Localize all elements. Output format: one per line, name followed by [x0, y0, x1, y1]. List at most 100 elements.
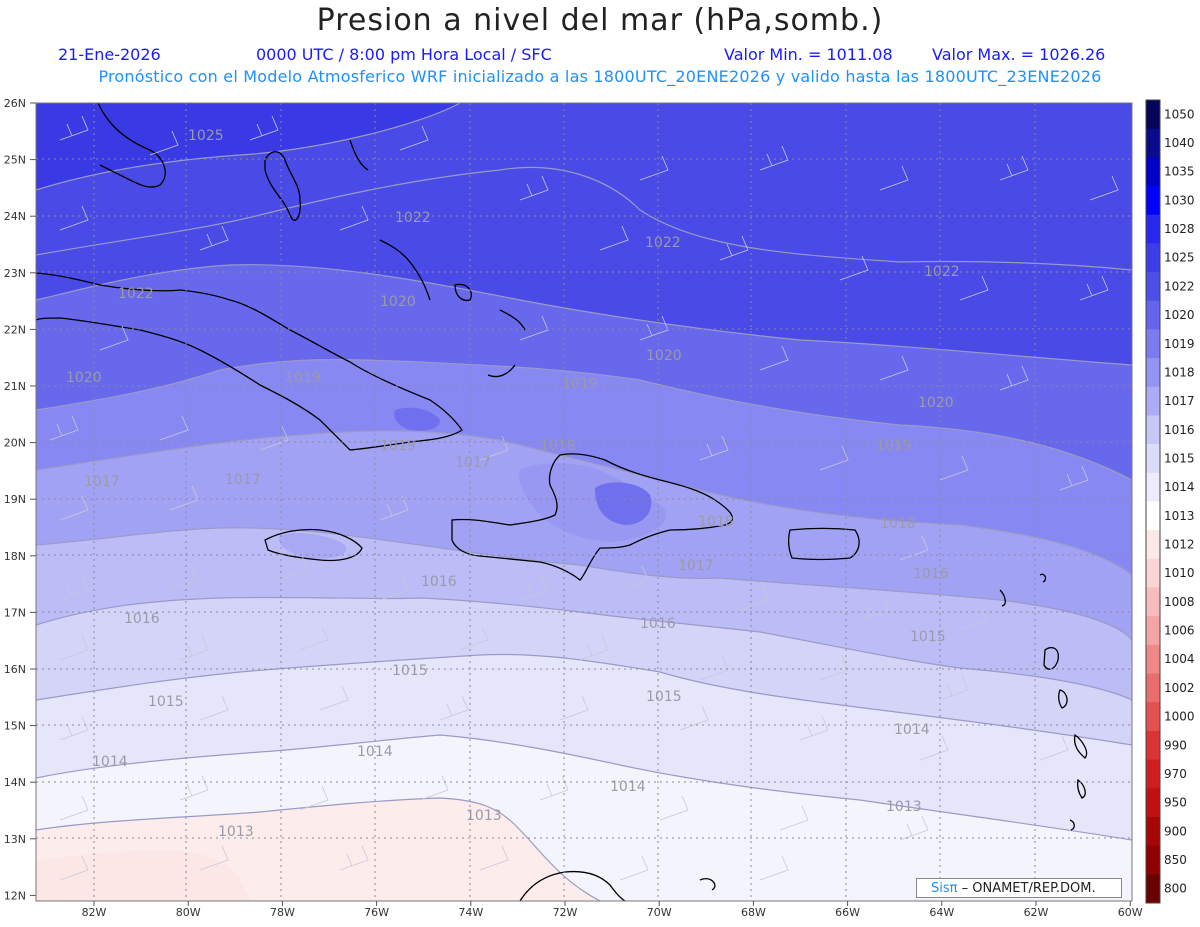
- colorbar-label: 1025: [1164, 251, 1195, 265]
- contour-label: 1017: [455, 455, 491, 471]
- isobar-lines: [36, 103, 1132, 901]
- colorbar: 1050 1040 1035 1030 1028 1025 1022 1020 1019 1018…: [1145, 99, 1195, 904]
- longitude-label: 68W: [741, 906, 766, 919]
- latitude-label: 22N: [4, 323, 26, 336]
- colorbar-swatch: [1146, 272, 1160, 302]
- pressure-fill: [36, 103, 1132, 901]
- wind-barbs: [49, 115, 1119, 881]
- colorbar-label: 1000: [1164, 710, 1195, 724]
- colorbar-swatch: [1146, 157, 1160, 187]
- credit-brand: Sisπ: [931, 881, 958, 896]
- colorbar-swatch: [1146, 100, 1160, 130]
- latitude-labels: 26N 25N 24N 23N 22N 21N 20N 19N 18N 17N 16N 15N 14N 1…: [4, 97, 36, 902]
- forecast-subtitle: Pronóstico con el Modelo Atmosferico WRF…: [98, 67, 1102, 86]
- colorbar-label: 1019: [1164, 337, 1195, 351]
- longitude-label: 80W: [176, 906, 201, 919]
- latitude-label: 12N: [4, 889, 26, 902]
- contour-label: 1016: [421, 574, 457, 590]
- colorbar-frame: [1145, 99, 1161, 904]
- latitude-label: 17N: [4, 606, 26, 619]
- colorbar-swatch: [1146, 214, 1160, 244]
- colorbar-label: 1050: [1164, 107, 1195, 121]
- colorbar-swatch: [1146, 243, 1160, 273]
- contour-label: 1022: [118, 286, 154, 302]
- colorbar-label: 1013: [1164, 509, 1195, 523]
- contour-label: 1015: [910, 629, 946, 645]
- colorbar-label: 1028: [1164, 222, 1195, 236]
- colorbar-swatch: [1146, 788, 1160, 818]
- colorbar-label: 800: [1164, 882, 1187, 896]
- longitude-label: 78W: [270, 906, 295, 919]
- colorbar-label: 1017: [1164, 394, 1195, 408]
- colorbar-label: 1014: [1164, 480, 1195, 494]
- colorbar-swatch: [1146, 358, 1160, 388]
- contour-label: 1019: [380, 438, 416, 454]
- colorbar-swatch: [1146, 128, 1160, 158]
- contour-label: 1020: [646, 348, 682, 364]
- longitude-label: 60W: [1118, 906, 1143, 919]
- latitude-label: 16N: [4, 663, 26, 676]
- latitude-label: 26N: [4, 97, 26, 110]
- latitude-label: 15N: [4, 720, 26, 733]
- coastlines: [36, 103, 1088, 901]
- contour-labels: 1025 1022 1022 1022 1022 1020 1020 1020 …: [66, 128, 960, 840]
- longitude-label: 62W: [1024, 906, 1049, 919]
- colorbar-label: 1022: [1164, 279, 1195, 293]
- colorbar-swatch: [1146, 644, 1160, 675]
- colorbar-label: 1010: [1164, 566, 1195, 580]
- credit-agency: – ONAMET/REP.DOM.: [957, 881, 1096, 896]
- latitude-label: 24N: [4, 210, 26, 223]
- contour-label: 1015: [646, 689, 682, 705]
- longitude-label: 74W: [458, 906, 483, 919]
- colorbar-swatch: [1146, 874, 1160, 904]
- colorbar-label: 970: [1164, 767, 1187, 781]
- map-frame: [35, 102, 1133, 902]
- colorbar-swatch: [1146, 444, 1160, 474]
- contour-label: 1015: [392, 663, 428, 679]
- latitude-label: 19N: [4, 493, 26, 506]
- graticule: [36, 103, 1132, 901]
- colorbar-label: 1004: [1164, 652, 1195, 666]
- contour-label: 1020: [66, 370, 102, 386]
- latitude-label: 25N: [4, 154, 26, 167]
- pressure-map: 1025 1022 1022 1022 1022 1020 1020 1020 …: [4, 97, 1195, 919]
- colorbar-swatch: [1146, 501, 1160, 531]
- colorbar-swatch: [1146, 616, 1160, 646]
- colorbar-label: 1020: [1164, 308, 1195, 322]
- latitude-label: 13N: [4, 833, 26, 846]
- colorbar-label: 1035: [1164, 165, 1195, 179]
- latitude-label: 20N: [4, 437, 26, 450]
- colorbar-swatch: [1146, 472, 1160, 502]
- colorbar-swatch: [1146, 845, 1160, 875]
- max-value-label: Valor Max. = 1026.26: [932, 45, 1106, 64]
- contour-label: 1015: [148, 694, 184, 710]
- contour-label: 1013: [886, 799, 922, 815]
- colorbar-swatch: [1146, 300, 1160, 330]
- colorbar-swatch: [1146, 186, 1160, 216]
- contour-label: 1019: [285, 370, 321, 386]
- colorbar-swatch: [1146, 673, 1160, 703]
- colorbar-label: 1002: [1164, 681, 1195, 695]
- contour-label: 1014: [357, 744, 393, 760]
- contour-label: 1019: [876, 438, 912, 454]
- longitude-label: 70W: [647, 906, 672, 919]
- min-value-label: Valor Min. = 1011.08: [724, 45, 893, 64]
- colorbar-label: 850: [1164, 853, 1187, 867]
- contour-label: 1022: [924, 264, 960, 280]
- contour-label: 1016: [124, 611, 160, 627]
- latitude-label: 23N: [4, 267, 26, 280]
- colorbar-swatch: [1146, 730, 1160, 761]
- contour-label: 1014: [610, 779, 646, 795]
- colorbar-label: 900: [1164, 824, 1187, 838]
- contour-label: 1013: [218, 824, 254, 840]
- contour-label: 1022: [395, 210, 431, 226]
- latitude-label: 14N: [4, 776, 26, 789]
- contour-label: 1014: [92, 754, 128, 770]
- colorbar-swatch: [1146, 587, 1160, 617]
- contour-label: 1014: [894, 722, 930, 738]
- colorbar-label: 1018: [1164, 365, 1195, 379]
- contour-label: 1020: [918, 395, 954, 411]
- contour-label: 1018: [880, 516, 916, 532]
- credit-box: Sisπ – ONAMET/REP.DOM.: [916, 878, 1122, 898]
- contour-label: 1019: [562, 376, 598, 392]
